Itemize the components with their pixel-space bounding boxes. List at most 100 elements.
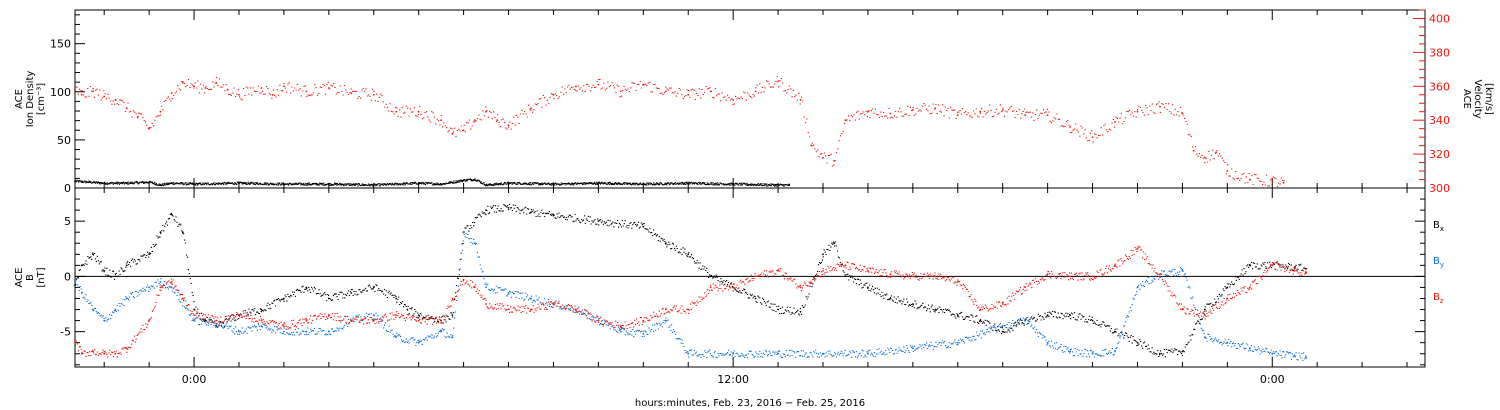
data-point: [372, 286, 375, 289]
data-point: [1226, 341, 1229, 344]
data-point: [350, 319, 353, 322]
data-point: [1226, 297, 1229, 300]
data-point: [92, 308, 94, 311]
data-point: [485, 286, 487, 289]
data-point: [889, 297, 892, 300]
legend-label-subscript: z: [1440, 297, 1444, 305]
data-point: [148, 127, 151, 130]
data-point: [867, 286, 869, 289]
data-point: [822, 270, 824, 272]
data-point: [103, 352, 106, 355]
data-point: [496, 119, 499, 122]
y-right-tick-label: 400: [1429, 12, 1450, 25]
data-point: [507, 124, 510, 127]
data-point: [810, 144, 813, 147]
legend-label-by: By: [1433, 256, 1444, 269]
y-axis-label: ACE: [14, 268, 25, 288]
data-point: [934, 275, 937, 278]
data-point: [1181, 350, 1184, 353]
data-point: [417, 319, 420, 322]
data-point: [912, 303, 914, 305]
data-point: [170, 213, 173, 216]
data-point: [833, 242, 836, 245]
data-point: [125, 107, 128, 110]
data-point: [530, 107, 532, 110]
data-point: [1114, 350, 1116, 353]
data-point: [912, 347, 914, 350]
data-point: [777, 80, 779, 83]
legend-label-main: B: [1433, 256, 1440, 267]
data-point: [372, 319, 375, 322]
data-point: [372, 93, 375, 96]
data-point: [1024, 286, 1027, 289]
data-point: [1305, 272, 1307, 274]
series-bx: [74, 203, 1308, 358]
data-point: [283, 85, 285, 88]
data-point: [552, 303, 555, 305]
y-right-axis-label: Velocity: [1472, 79, 1483, 118]
data-point: [92, 253, 94, 256]
data-point: [440, 183, 442, 186]
series-points: [74, 178, 791, 187]
x-axis-label: hours:minutes, Feb. 23, 2016 − Feb. 25, …: [635, 398, 865, 409]
data-point: [417, 110, 420, 113]
data-point: [1282, 182, 1285, 184]
data-point: [462, 231, 465, 234]
data-point: [833, 160, 836, 162]
data-point: [327, 87, 330, 89]
data-point: [372, 184, 375, 187]
data-point: [159, 110, 162, 113]
data-point: [170, 182, 173, 185]
y-right-axis-label: [km/s]: [1483, 83, 1494, 115]
panel-frame: [74, 9, 1426, 189]
y-tick-label: 100: [50, 86, 71, 99]
data-point: [74, 341, 76, 344]
data-point: [485, 209, 487, 212]
data-point: [462, 278, 465, 281]
data-point: [327, 183, 330, 186]
data-point: [754, 297, 757, 300]
data-point: [1001, 109, 1004, 111]
data-point: [687, 93, 690, 96]
data-point: [1046, 273, 1049, 276]
data-point: [485, 303, 487, 305]
data-point: [181, 82, 184, 84]
data-point: [473, 286, 476, 289]
data-point: [664, 90, 667, 93]
data-point: [822, 253, 824, 256]
data-point: [575, 85, 577, 88]
y-tick-label: -5: [60, 326, 71, 339]
data-point: [1226, 170, 1229, 172]
data-point: [530, 297, 532, 300]
y-right-axis-label: ACE: [1461, 89, 1472, 109]
data-point: [597, 319, 600, 322]
data-point: [956, 314, 959, 316]
data-point: [103, 270, 106, 272]
data-point: [114, 352, 117, 355]
data-point: [1136, 247, 1139, 250]
data-point: [271, 93, 274, 96]
data-points: [75, 233, 1308, 361]
data-point: [1305, 356, 1307, 358]
data-point: [193, 308, 196, 311]
data-point: [462, 179, 465, 182]
data-point: [642, 83, 645, 86]
data-point: [137, 115, 139, 118]
data-point: [440, 119, 442, 122]
data-point: [1114, 330, 1116, 333]
data-point: [260, 87, 263, 89]
data-point: [1181, 308, 1184, 311]
data-point: [619, 90, 622, 93]
data-point: [1215, 151, 1217, 154]
data-point: [642, 225, 645, 228]
data-point: [799, 286, 802, 289]
data-point: [148, 181, 151, 184]
data-point: [395, 314, 398, 316]
data-point: [664, 308, 667, 311]
data-point: [417, 182, 420, 185]
data-point: [597, 220, 600, 223]
data-point: [181, 297, 184, 300]
data-point: [1248, 178, 1251, 181]
